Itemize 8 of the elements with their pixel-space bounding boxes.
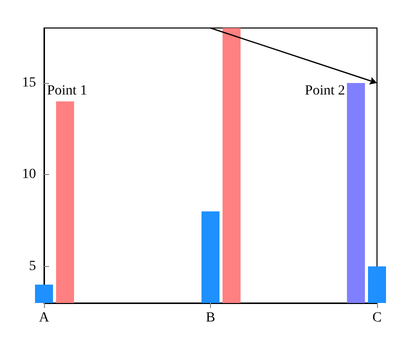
x-tick-label: A <box>38 310 50 326</box>
annotation: Point 2 <box>304 84 346 98</box>
x-tick-label: B <box>206 310 216 326</box>
y-tick-label: 15 <box>22 76 36 90</box>
y-tick-label: 5 <box>29 258 36 274</box>
y-tick-label: 10 <box>22 167 36 182</box>
x-tick-label: C <box>372 310 382 326</box>
annotation: Point 1 <box>47 84 88 98</box>
